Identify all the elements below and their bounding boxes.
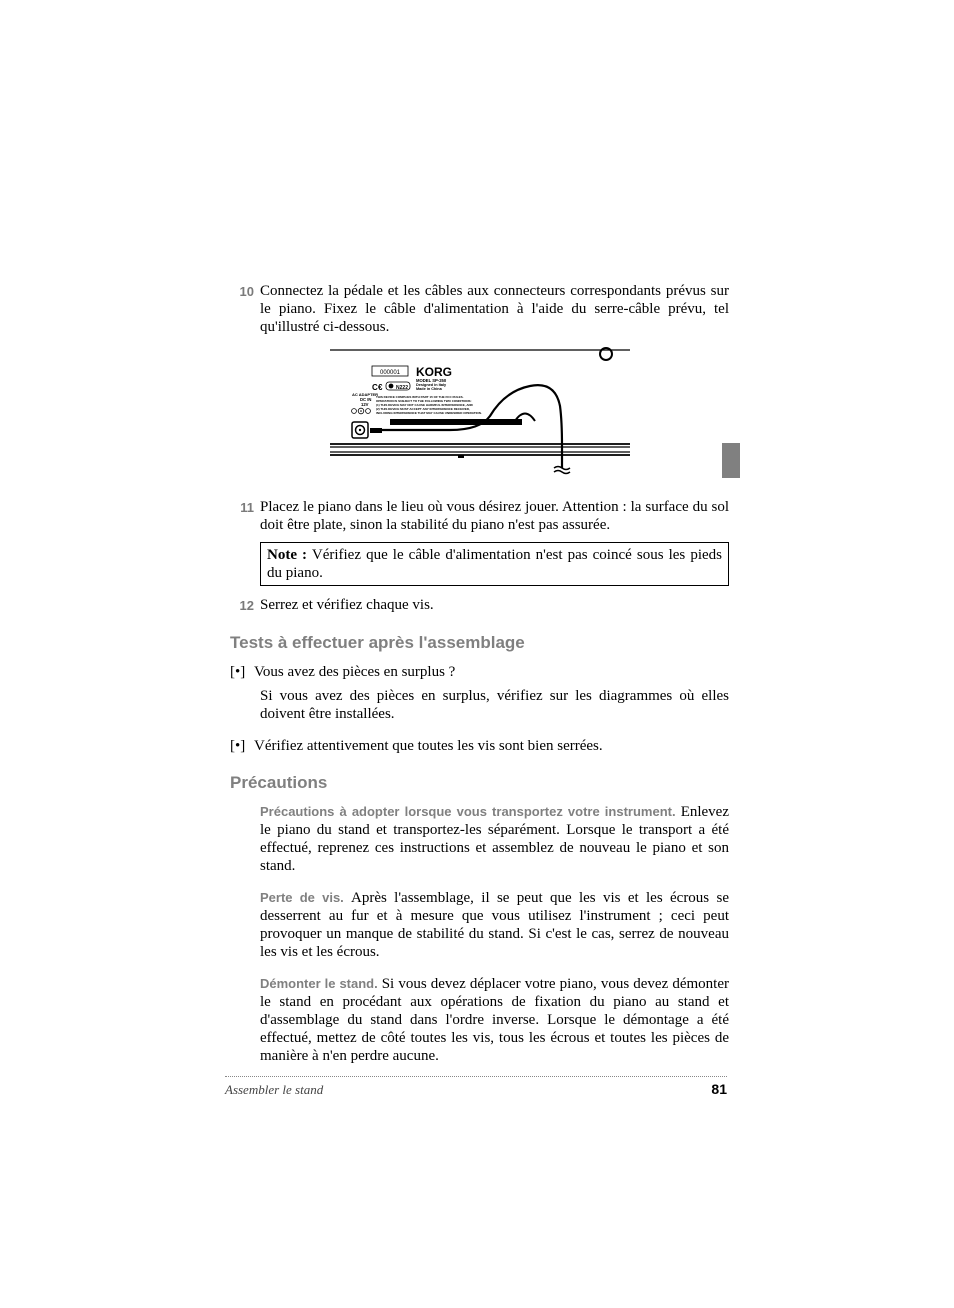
inline-head: Démonter le stand. [260,976,382,991]
inline-head: Précautions à adopter lorsque vous trans… [260,804,681,819]
bullet-text: Vous avez des pièces en surplus ? [254,663,729,681]
footer-title: Assembler le stand [225,1082,323,1098]
section-precautions-heading: Précautions [230,773,729,793]
footer-dots [225,1076,727,1077]
bullet-2: [•] Vérifiez attentivement que toutes le… [230,737,729,755]
svg-text:N222: N222 [396,385,408,391]
step-10: 10 Connectez la pédale et les câbles aux… [230,282,729,336]
note-label: Note : [267,547,307,563]
step-body: Serrez et vérifiez chaque vis. [260,596,729,614]
step-11: 11 Placez le piano dans le lieu où vous … [230,498,729,534]
step-body: Connectez la pédale et les câbles aux co… [260,282,729,336]
svg-text:Made in China: Made in China [416,387,443,391]
svg-text:€: € [378,383,383,392]
step-number: 11 [230,498,254,517]
precaution-screws: Perte de vis. Après l'assemblage, il se … [260,889,729,961]
precaution-disassemble: Démonter le stand. Si vous devez déplace… [260,975,729,1065]
step-12: 12 Serrez et vérifiez chaque vis. [230,596,729,615]
note-text: Vérifiez que le câble d'alimentation n'e… [267,547,722,581]
step-number: 12 [230,596,254,615]
svg-text:000001: 000001 [379,370,400,376]
connection-diagram: 000001 KORG MODEL SP-250 Designed in Ita… [230,346,729,486]
bullet-text: Vérifiez attentivement que toutes les vi… [254,737,729,755]
section-tests-heading: Tests à effectuer après l'assemblage [230,633,729,653]
precaution-transport: Précautions à adopter lorsque vous trans… [260,803,729,875]
bullet-mark: [•] [230,737,254,755]
bullet-1: [•] Vous avez des pièces en surplus ? [230,663,729,681]
svg-text:12V: 12V [361,402,369,407]
page-footer: Assembler le stand 81 [225,1076,727,1098]
page-number: 81 [711,1081,727,1097]
step-body: Placez le piano dans le lieu où vous dés… [260,498,729,534]
svg-text:INCLUDING INTERFERENCE THAT MA: INCLUDING INTERFERENCE THAT MAY CAUSE UN… [376,411,482,415]
bullet-1-sub: Si vous avez des pièces en surplus, véri… [260,687,729,723]
bullet-mark: [•] [230,663,254,681]
step-number: 10 [230,282,254,301]
note-box: Note : Vérifiez que le câble d'alimentat… [260,542,729,586]
inline-head: Perte de vis. [260,890,351,905]
svg-text:KORG: KORG [416,365,452,379]
side-tab [722,443,740,478]
